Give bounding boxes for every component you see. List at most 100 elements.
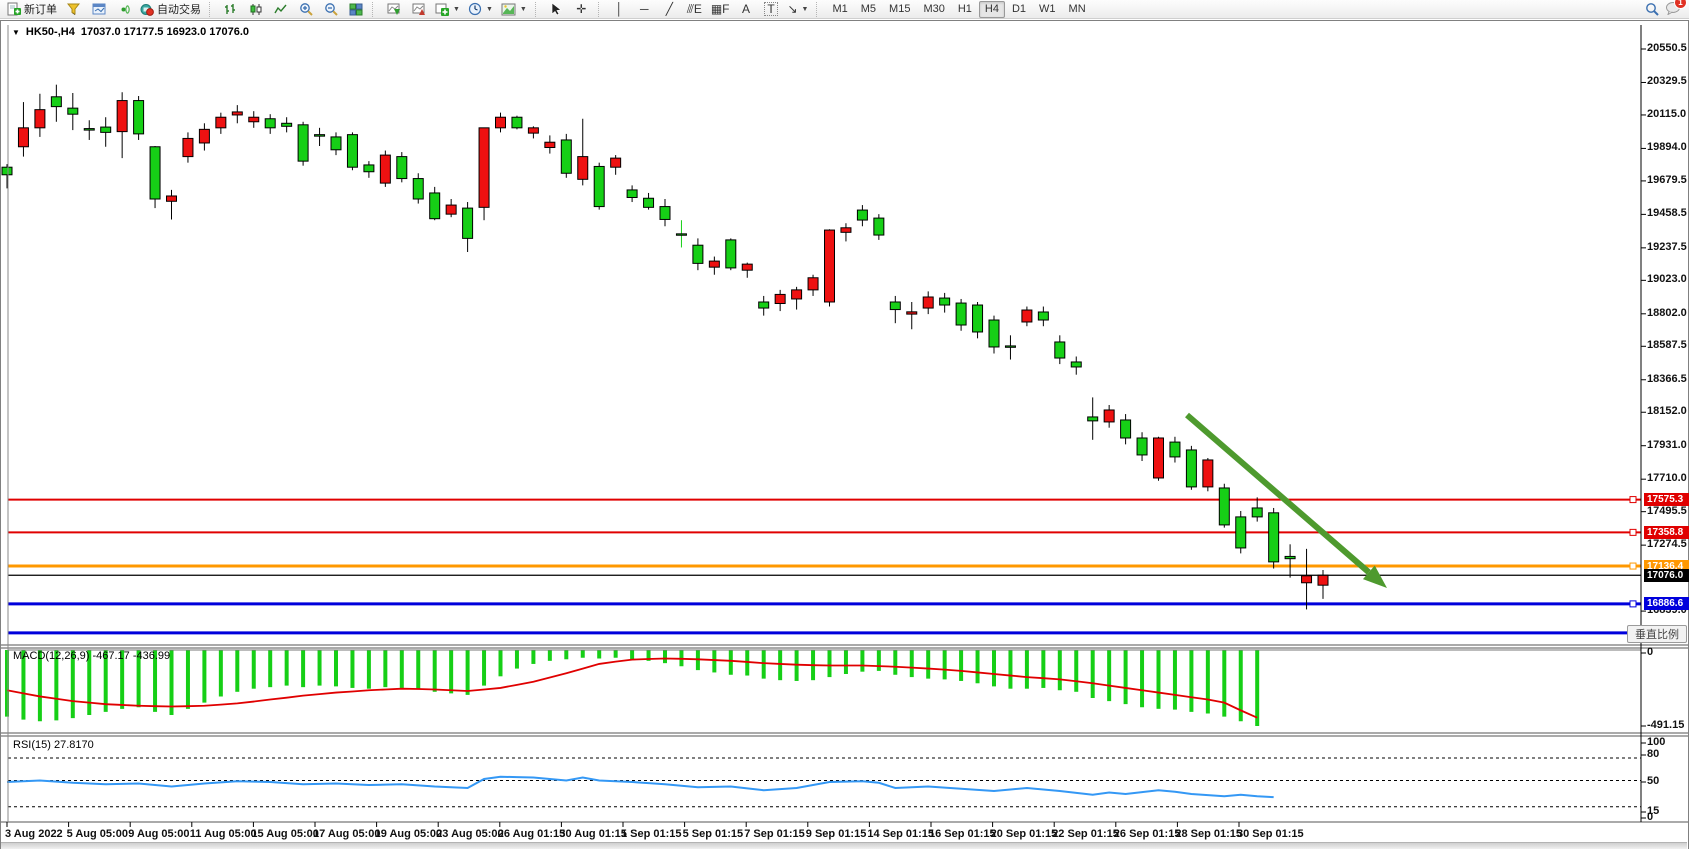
x-axis-tick-label: 5 Sep 01:15 bbox=[682, 828, 744, 840]
candle-body bbox=[429, 192, 441, 220]
funnel-icon bbox=[67, 3, 80, 15]
horizontal-line-icon: ─ bbox=[640, 2, 649, 16]
zoom-out-button[interactable] bbox=[319, 0, 342, 19]
candle-body bbox=[758, 301, 770, 309]
signals-button[interactable] bbox=[112, 0, 135, 19]
new-chart-button[interactable]: ▼ bbox=[432, 0, 463, 19]
zoom-in-icon bbox=[299, 3, 313, 16]
line-handle[interactable] bbox=[1629, 562, 1637, 570]
candle-body bbox=[922, 296, 934, 309]
market-watch-button[interactable] bbox=[62, 0, 85, 19]
x-axis-tick-label: 17 Aug 05:00 bbox=[313, 828, 381, 840]
candle-body bbox=[248, 116, 260, 123]
timeframe-button-m30[interactable]: M30 bbox=[923, 3, 945, 15]
tile-windows-button[interactable] bbox=[344, 0, 367, 19]
line-handle[interactable] bbox=[1629, 496, 1637, 504]
candle-body bbox=[873, 217, 885, 236]
arrows-tool-button[interactable]: ↘ ▼ bbox=[784, 0, 811, 19]
candle-body bbox=[1218, 487, 1230, 526]
notifications-button[interactable]: 1 bbox=[1665, 0, 1687, 18]
candle-body bbox=[807, 277, 819, 291]
toolbar: 新订单 bbox=[0, 0, 1689, 19]
trend-arrow-shaft[interactable] bbox=[1185, 412, 1371, 575]
line-chart-type-button[interactable] bbox=[269, 0, 292, 19]
text-tool-button[interactable]: A bbox=[734, 0, 757, 19]
text-label-tool-button[interactable]: T bbox=[759, 0, 782, 19]
new-chart-icon bbox=[435, 3, 449, 16]
candle-body bbox=[741, 263, 753, 271]
y-axis-tick-label: 19023.0 bbox=[1647, 273, 1687, 286]
crosshair-tool-button[interactable]: ✛ bbox=[570, 0, 593, 19]
horizontal-line-tool-button[interactable]: ─ bbox=[633, 0, 656, 19]
candle-body bbox=[83, 128, 95, 131]
indicators-button[interactable] bbox=[382, 0, 405, 19]
signal-icon bbox=[121, 4, 130, 14]
toolbar-separator bbox=[534, 1, 540, 17]
price-line-badge: 17358.8 bbox=[1644, 525, 1689, 539]
candle-body bbox=[297, 124, 309, 162]
y-axis-tick-label: 20115.0 bbox=[1647, 107, 1687, 120]
search-icon[interactable] bbox=[1645, 2, 1659, 16]
candle-body bbox=[462, 207, 474, 239]
candle-body bbox=[1, 166, 13, 176]
indicator-window-button[interactable] bbox=[407, 0, 430, 19]
timeframe-button-w1[interactable]: W1 bbox=[1039, 3, 1056, 15]
candle-body bbox=[1251, 507, 1263, 518]
cursor-tool-button[interactable] bbox=[545, 0, 568, 19]
timeframe-button-m1[interactable]: M1 bbox=[832, 3, 848, 15]
candle-body bbox=[692, 244, 704, 264]
bar-chart-type-button[interactable] bbox=[219, 0, 242, 19]
candle-chart-type-button[interactable] bbox=[244, 0, 267, 19]
candle-body bbox=[1185, 449, 1197, 488]
trendline-tool-button[interactable]: ╱ bbox=[658, 0, 681, 19]
chart-dropdown-caret[interactable]: ▼ bbox=[12, 27, 20, 37]
candle-body bbox=[478, 127, 490, 208]
indicator-list-icon bbox=[387, 3, 400, 15]
text-icon: A bbox=[741, 2, 750, 16]
timeframe-period-button[interactable]: ▼ bbox=[465, 0, 496, 19]
candle-body bbox=[1037, 311, 1049, 321]
x-axis-tick-label: 15 Aug 05:00 bbox=[251, 828, 319, 840]
horizontal-scrollbar[interactable] bbox=[1, 842, 1687, 849]
autotrade-button[interactable]: 自动交易 bbox=[137, 0, 204, 19]
x-axis-tick-label: 30 Sep 01:15 bbox=[1237, 828, 1304, 840]
dropdown-caret: ▼ bbox=[801, 5, 809, 13]
timeframe-button-d1[interactable]: D1 bbox=[1011, 3, 1027, 15]
trend-arrow-head[interactable] bbox=[1362, 565, 1387, 588]
y-axis-tick-label: 19458.5 bbox=[1647, 207, 1687, 220]
vertical-scale-tooltip: 垂直比例 bbox=[1627, 625, 1687, 643]
tile-windows-icon bbox=[349, 3, 362, 15]
x-axis-tick-label: 30 Aug 01:15 bbox=[559, 828, 627, 840]
candle-body bbox=[824, 229, 835, 303]
fibonacci-tool-button[interactable]: ⫻E bbox=[683, 0, 706, 19]
timeframe-button-mn[interactable]: MN bbox=[1068, 3, 1086, 15]
chart-window-button[interactable] bbox=[87, 0, 110, 19]
template-icon bbox=[501, 3, 516, 15]
x-axis-tick-label: 11 Aug 05:00 bbox=[189, 828, 257, 840]
timeframe-button-m5[interactable]: M5 bbox=[860, 3, 877, 15]
chart-window bbox=[0, 20, 1689, 849]
line-chart-icon bbox=[274, 4, 287, 13]
candle-body bbox=[708, 260, 720, 268]
candle-body bbox=[264, 118, 276, 129]
candle-body bbox=[1054, 341, 1066, 359]
fibonacci-icon: ⫻E bbox=[686, 2, 702, 16]
grid-tool-button[interactable]: ▦F bbox=[708, 0, 733, 19]
chart-templates-button[interactable]: ▼ bbox=[498, 0, 530, 19]
timeframe-button-h1[interactable]: H1 bbox=[957, 3, 972, 15]
line-handle[interactable] bbox=[1629, 528, 1637, 536]
candle-body bbox=[1004, 345, 1016, 348]
timeframe-button-m15[interactable]: M15 bbox=[889, 3, 911, 15]
x-axis-tick-label: 1 Sep 01:15 bbox=[621, 828, 682, 840]
window-icon bbox=[92, 3, 105, 15]
x-axis-tick-label: 3 Aug 2022 bbox=[5, 828, 63, 840]
dropdown-caret: ▼ bbox=[485, 5, 493, 13]
timeframe-button-h4[interactable]: H4 bbox=[978, 0, 1005, 18]
zoom-in-button[interactable] bbox=[294, 0, 317, 19]
vertical-line-tool-button[interactable]: │ bbox=[608, 0, 631, 19]
candle-body bbox=[445, 204, 457, 215]
new-order-button[interactable]: 新订单 bbox=[4, 0, 60, 19]
line-handle[interactable] bbox=[1629, 600, 1637, 608]
